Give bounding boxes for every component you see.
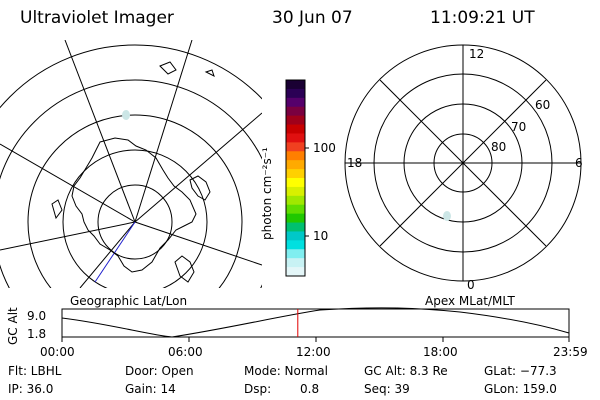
timeline-tick-2: 12:00 (296, 345, 331, 359)
colorbar-segment (286, 240, 305, 250)
colorbar-segment (286, 97, 305, 108)
timeline-y-label: GC Alt (6, 307, 20, 345)
colorbar-segment (286, 151, 305, 161)
timeline-y-min: 1.8 (27, 327, 47, 341)
colorbar-segment (286, 133, 305, 143)
colorbar-tick-100: 100 (313, 141, 336, 155)
mlt-label-18: 18 (347, 156, 363, 170)
mlt-label-12: 12 (469, 47, 485, 61)
mlt-label-6: 6 (575, 156, 583, 170)
time-label: 11:09:21 UT (430, 8, 535, 28)
mlat-label-60: 60 (535, 98, 551, 112)
mlat-label-80: 80 (491, 140, 507, 154)
geographic-map (0, 40, 262, 288)
timeline-tick-3: 18:00 (423, 345, 458, 359)
colorbar-segment (286, 88, 305, 99)
colorbar-segment (286, 142, 305, 152)
ip-info: IP: 36.0 (8, 382, 54, 396)
colorbar (286, 80, 305, 277)
glat-info: GLat: −77.3 (484, 364, 557, 378)
gc-alt-info: GC Alt: 8.3 Re (364, 364, 448, 378)
colorbar-segment (286, 178, 305, 188)
colorbar-segment (286, 267, 305, 277)
colorbar-unit-label: photon cm⁻²s⁻¹ (260, 147, 274, 240)
colorbar-segment (286, 204, 305, 215)
dsp-value: 0.8 (300, 382, 320, 396)
gain-info: Gain: 14 (125, 382, 176, 396)
mlat-mlt-dial (344, 44, 582, 282)
colorbar-segment (286, 80, 305, 90)
apex-caption: Apex MLat/MLT (425, 294, 515, 308)
glon-info: GLon: 159.0 (484, 382, 557, 396)
colorbar-segment (286, 124, 305, 134)
timeline-tick-1: 06:00 (168, 345, 203, 359)
altitude-timeline (61, 307, 570, 342)
colorbar-segment (286, 195, 305, 206)
timeline-y-max: 9.0 (27, 309, 47, 323)
mlat-label-70: 70 (511, 120, 527, 134)
colorbar-segment (286, 106, 305, 117)
colorbar-segment (286, 258, 305, 268)
colorbar-tick-10: 10 (313, 229, 329, 243)
coastline-outline (71, 137, 197, 273)
colorbar-segment (286, 160, 305, 170)
instrument-title: Ultraviolet Imager (20, 8, 174, 28)
date-label: 30 Jun 07 (272, 8, 353, 28)
timeline-tick-4: 23:59 (553, 345, 588, 359)
filter-info: Flt: LBHL (8, 364, 62, 378)
colorbar-segment (286, 231, 305, 241)
colorbar-frame (285, 79, 306, 277)
colorbar-segment (286, 213, 305, 224)
geographic-caption: Geographic Lat/Lon (70, 294, 188, 308)
colorbar-segment (286, 186, 305, 197)
seq-info: Seq: 39 (364, 382, 410, 396)
mode-info: Mode: Normal (244, 364, 328, 378)
timeline-tick-0: 00:00 (40, 345, 75, 359)
dsp-label: Dsp: (244, 382, 272, 396)
colorbar-segment (286, 169, 305, 179)
colorbar-segment (286, 249, 305, 259)
colorbar-segment (286, 222, 305, 232)
door-info: Door: Open (125, 364, 194, 378)
mlt-label-0: 0 (467, 278, 475, 292)
colorbar-segment (286, 115, 305, 126)
